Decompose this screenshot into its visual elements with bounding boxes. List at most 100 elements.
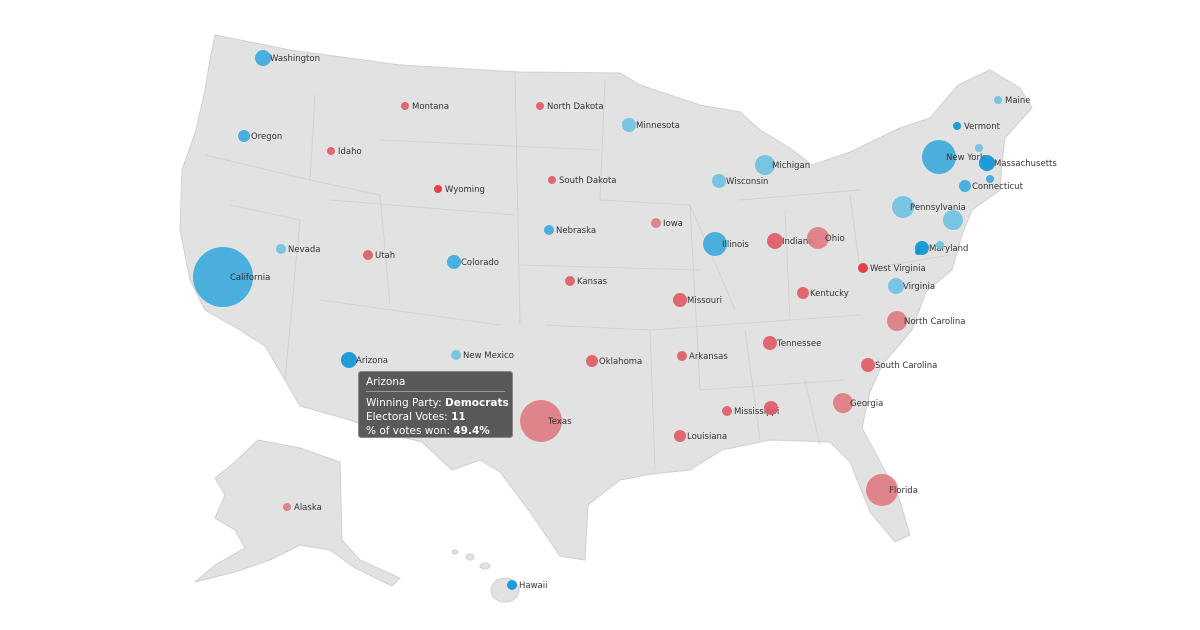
bubble-vermont[interactable] [953, 122, 961, 130]
label-california: California [230, 273, 270, 283]
bubble-louisiana[interactable] [674, 430, 686, 442]
label-wisconsin: Wisconsin [726, 177, 768, 187]
label-colorado: Colorado [461, 258, 499, 268]
bubble-utah[interactable] [363, 250, 373, 260]
label-idaho: Idaho [338, 147, 362, 157]
label-florida: Florida [889, 486, 918, 496]
label-arkansas: Arkansas [689, 352, 728, 362]
bubble-mississippi[interactable] [722, 406, 732, 416]
label-south-dakota: South Dakota [559, 176, 617, 186]
bubble-new-mexico[interactable] [451, 350, 461, 360]
tooltip-pct-value: 49.4% [453, 425, 490, 437]
label-minnesota: Minnesota [636, 121, 680, 131]
label-west-virginia: West Virginia [870, 264, 926, 274]
label-mississippi: Mississippi [734, 407, 779, 417]
bubble-colorado[interactable] [447, 255, 461, 269]
label-washington: Washington [270, 54, 320, 64]
label-georgia: Georgia [850, 399, 883, 409]
bubble-illinois[interactable] [703, 232, 727, 256]
bubble-unlabeled-48[interactable] [915, 249, 921, 255]
tooltip-party-value: Democrats [445, 397, 509, 409]
bubble-hawaii[interactable] [507, 580, 517, 590]
bubble-massachusetts[interactable] [979, 155, 995, 171]
bubble-arkansas[interactable] [677, 351, 687, 361]
hawaii-shape [451, 549, 520, 603]
bubble-connecticut[interactable] [959, 180, 971, 192]
label-new-mexico: New Mexico [463, 351, 514, 361]
label-utah: Utah [375, 251, 395, 261]
bubble-ohio[interactable] [807, 227, 829, 249]
state-borders [204, 71, 951, 471]
label-ohio: Ohio [825, 234, 845, 244]
label-north-carolina: North Carolina [904, 317, 965, 327]
label-nevada: Nevada [288, 245, 320, 255]
bubble-idaho[interactable] [327, 147, 335, 155]
bubble-unlabeled-47[interactable] [936, 241, 944, 249]
label-montana: Montana [412, 102, 449, 112]
label-indiana: Indiana [782, 237, 813, 247]
bubble-alaska[interactable] [283, 503, 291, 511]
bubble-unlabeled-41[interactable] [975, 144, 983, 152]
bubble-missouri[interactable] [673, 293, 687, 307]
label-connecticut: Connecticut [972, 182, 1024, 192]
label-illinois: Illinois [722, 240, 750, 250]
bubble-kansas[interactable] [565, 276, 575, 286]
label-vermont: Vermont [964, 122, 1001, 132]
bubble-north-dakota[interactable] [536, 102, 544, 110]
tooltip-votes-row: Electoral Votes: 11 [366, 411, 466, 423]
bubble-wisconsin[interactable] [712, 174, 726, 188]
label-virginia: Virginia [903, 282, 935, 292]
label-nebraska: Nebraska [556, 226, 596, 236]
tooltip-party-row: Winning Party: Democrats [366, 397, 509, 409]
bubble-west-virginia[interactable] [858, 263, 868, 273]
bubble-michigan[interactable] [755, 155, 775, 175]
label-massachusetts: Massachusetts [994, 159, 1057, 169]
label-kansas: Kansas [577, 277, 608, 287]
bubble-indiana[interactable] [767, 233, 783, 249]
label-oklahoma: Oklahoma [599, 357, 642, 367]
label-south-carolina: South Carolina [875, 361, 937, 371]
bubble-layer: Washington Oregon California Nevada Idaho Mon… [193, 50, 1057, 591]
alaska-shape [194, 439, 401, 587]
bubble-virginia[interactable] [888, 278, 904, 294]
label-louisiana: Louisiana [687, 432, 727, 442]
bubble-maine[interactable] [994, 96, 1002, 104]
bubble-minnesota[interactable] [622, 118, 636, 132]
label-missouri: Missouri [687, 296, 722, 306]
label-alaska: Alaska [294, 503, 322, 513]
bubble-washington[interactable] [255, 50, 271, 66]
bubble-iowa[interactable] [651, 218, 661, 228]
bubble-new-york[interactable] [922, 140, 956, 174]
bubble-north-carolina[interactable] [887, 311, 907, 331]
bubble-nevada[interactable] [276, 244, 286, 254]
label-oregon: Oregon [251, 132, 282, 142]
label-tennessee: Tennessee [776, 339, 821, 349]
bubble-florida[interactable] [866, 474, 898, 506]
bubble-texas[interactable] [520, 400, 562, 442]
bubble-arizona[interactable] [341, 352, 357, 368]
bubble-south-carolina[interactable] [861, 358, 875, 372]
label-texas: Texas [547, 417, 572, 427]
bubble-oklahoma[interactable] [586, 355, 598, 367]
tooltip-title: Arizona [366, 376, 505, 392]
bubble-unlabeled-45[interactable] [943, 210, 963, 230]
bubble-california[interactable] [193, 247, 253, 307]
bubble-pennsylvania[interactable] [892, 196, 914, 218]
bubble-nebraska[interactable] [544, 225, 554, 235]
bubble-tennessee[interactable] [763, 336, 777, 350]
bubble-georgia[interactable] [833, 393, 853, 413]
bubble-montana[interactable] [401, 102, 409, 110]
bubble-unlabeled-29[interactable] [764, 401, 778, 415]
bubble-unlabeled-43[interactable] [986, 175, 994, 183]
label-kentucky: Kentucky [810, 289, 849, 299]
bubble-wyoming[interactable] [434, 185, 442, 193]
bubble-kentucky[interactable] [797, 287, 809, 299]
tooltip-pct-row: % of votes won: 49.4% [366, 425, 490, 437]
label-arizona: Arizona [356, 356, 388, 366]
label-new-york: New York [946, 153, 985, 163]
bubble-south-dakota[interactable] [548, 176, 556, 184]
tooltip-votes-value: 11 [451, 411, 466, 423]
label-hawaii: Hawaii [519, 581, 547, 591]
bubble-oregon[interactable] [238, 130, 250, 142]
